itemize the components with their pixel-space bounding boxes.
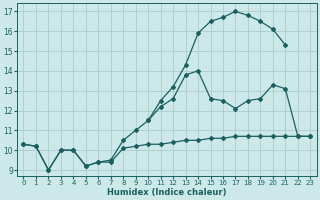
X-axis label: Humidex (Indice chaleur): Humidex (Indice chaleur)	[107, 188, 227, 197]
